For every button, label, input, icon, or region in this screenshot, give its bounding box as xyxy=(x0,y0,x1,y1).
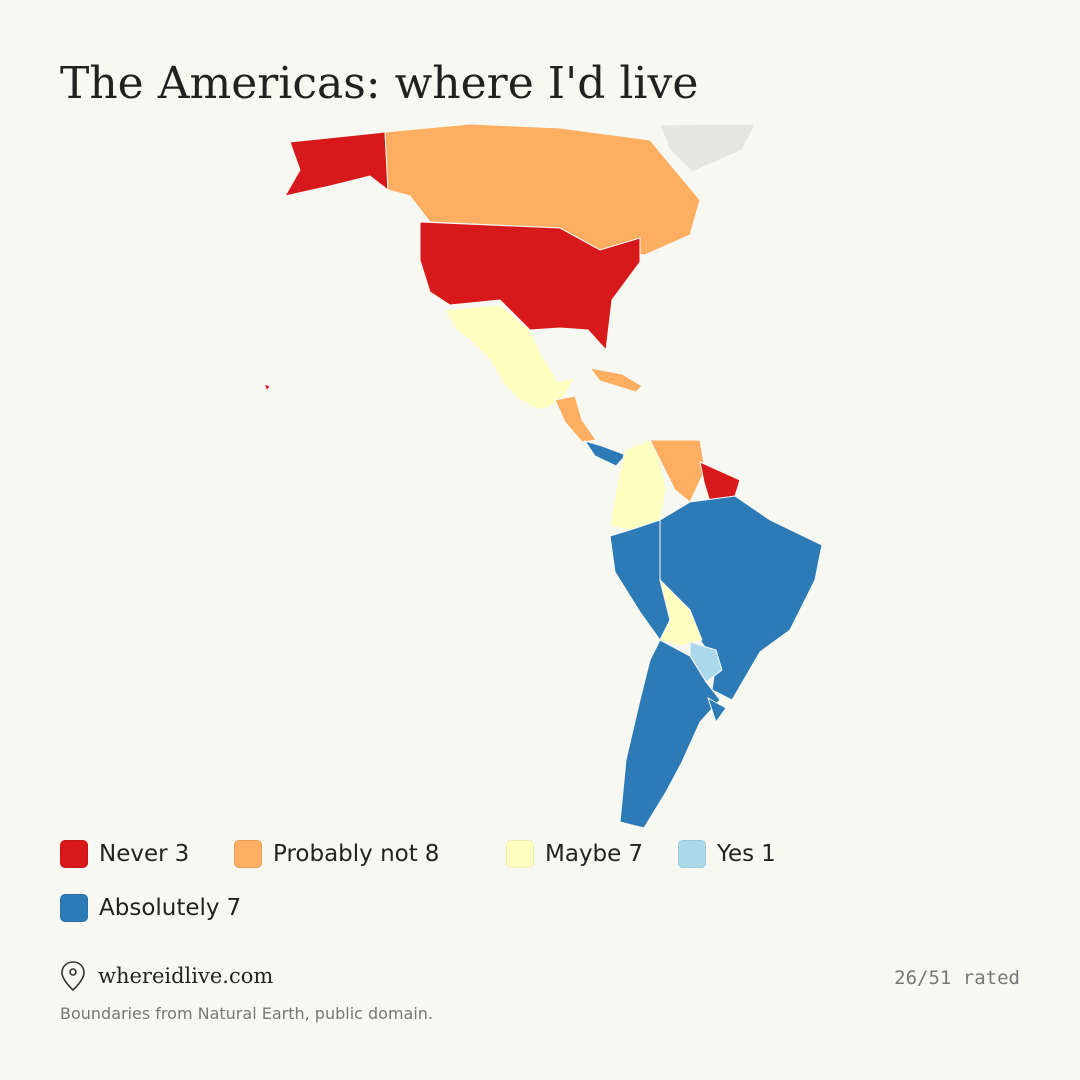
title: The Americas: where I'd live xyxy=(60,58,699,109)
legend-item: Maybe 7 xyxy=(506,840,643,868)
pin-icon xyxy=(61,961,85,992)
legend-count: 1 xyxy=(761,841,776,867)
argentina-chile xyxy=(619,639,721,829)
legend-label: Probably not xyxy=(273,841,418,867)
legend-label: Never xyxy=(99,841,168,867)
hawaii xyxy=(263,383,271,393)
paraguay xyxy=(689,641,723,683)
legend-label: Absolutely xyxy=(99,895,220,921)
alaska xyxy=(283,131,389,197)
legend-count: 3 xyxy=(174,841,190,867)
legend-label: Maybe xyxy=(545,841,622,867)
uruguay xyxy=(707,696,727,724)
legend-count: 8 xyxy=(424,841,440,867)
legend-swatch xyxy=(506,840,534,868)
legend-item: Never 3 xyxy=(60,840,189,868)
caribbean xyxy=(588,367,643,393)
panama xyxy=(583,440,627,467)
canada xyxy=(384,123,701,256)
legend-swatch xyxy=(60,840,88,868)
map xyxy=(263,123,823,829)
central-america xyxy=(554,395,597,443)
legend-item: Probably not 8 xyxy=(234,840,439,868)
bolivia xyxy=(659,578,703,647)
legend-label: Yes xyxy=(717,841,755,867)
legend-item: Absolutely 7 xyxy=(60,894,241,922)
usa xyxy=(419,221,641,352)
site-name: whereidlive.com xyxy=(98,964,274,988)
legend-swatch xyxy=(234,840,262,868)
rated-progress: 26/51 rated xyxy=(894,967,1020,989)
legend-item: Yes 1 xyxy=(678,840,776,868)
legend-count: 7 xyxy=(628,841,643,867)
greenland xyxy=(659,123,756,173)
mexico xyxy=(444,304,577,411)
legend-swatch xyxy=(678,840,706,868)
source-note: Boundaries from Natural Earth, public do… xyxy=(60,1004,434,1023)
legend-count: 7 xyxy=(226,895,242,921)
legend-swatch xyxy=(60,894,88,922)
